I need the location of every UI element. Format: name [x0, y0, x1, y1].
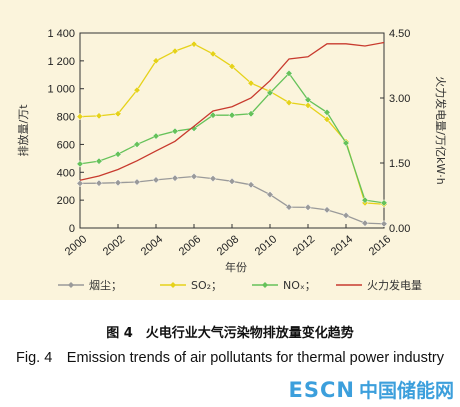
- series-point-0: [133, 178, 141, 186]
- series-point-1: [209, 50, 217, 58]
- y-left-tick-label: 1 000: [47, 84, 75, 96]
- series-point-0: [266, 191, 274, 199]
- figure-caption-english: Fig. 4 Emission trends of air pollutants…: [16, 350, 444, 366]
- y-left-tick-label: 400: [57, 167, 75, 179]
- series-point-1: [285, 99, 293, 107]
- series-point-0: [190, 172, 198, 181]
- y-left-tick-label: 200: [57, 195, 75, 207]
- series-point-0: [361, 219, 369, 227]
- series-point-0: [152, 176, 160, 184]
- series-point-0: [114, 179, 122, 187]
- x-tick-label: 2014: [329, 233, 355, 258]
- x-tick-label: 2012: [291, 233, 317, 258]
- series-point-2: [209, 111, 217, 119]
- series-point-2: [380, 199, 388, 207]
- series-point-1: [190, 40, 198, 48]
- x-tick-label: 2002: [101, 233, 127, 258]
- x-tick-label: 2010: [253, 233, 279, 258]
- watermark-escn-text: ESCN: [288, 377, 355, 402]
- y-right-tick-label: 1.50: [389, 158, 410, 170]
- y-right-tick-label: 0.00: [389, 223, 410, 235]
- x-axis-title: 年份: [225, 260, 247, 274]
- series-point-2: [361, 196, 369, 204]
- series-point-0: [247, 181, 255, 189]
- series-point-2: [228, 111, 236, 119]
- watermark-logo: ESCN 中国储能网: [289, 376, 454, 403]
- y-right-tick-label: 4.50: [389, 28, 410, 40]
- series-point-2: [323, 108, 331, 116]
- series-point-1: [247, 79, 255, 87]
- series-point-0: [380, 220, 388, 228]
- series-point-0: [171, 174, 179, 182]
- legend-label-1: SO₂；: [191, 279, 222, 292]
- series-point-1: [228, 62, 236, 70]
- series-point-0: [95, 179, 103, 187]
- watermark-cn-text: 中国储能网: [358, 380, 454, 402]
- series-point-2: [247, 110, 255, 118]
- x-tick-label: 2006: [177, 233, 203, 258]
- series-point-0: [342, 211, 350, 220]
- series-point-2: [285, 69, 293, 77]
- y-left-axis-title: 排放量/万t: [16, 104, 30, 157]
- x-tick-label: 2008: [215, 233, 241, 258]
- y-left-tick-label: 800: [57, 112, 75, 124]
- series-point-2: [95, 157, 103, 165]
- series-line-3: [79, 41, 385, 181]
- series-point-1: [304, 101, 312, 109]
- legend-marker-0: [68, 282, 74, 288]
- chart-panel: 0 200 400 600 800 1 000 1 200 1 400 0.00 1.50 3.00…: [0, 0, 460, 300]
- legend-label-2: NOₓ；: [283, 279, 316, 292]
- y-left-tick-label: 0: [69, 223, 75, 235]
- series-point-0: [228, 177, 236, 185]
- y-left-tick-label: 1 200: [47, 56, 75, 68]
- series-point-2: [76, 160, 84, 168]
- series-point-2: [114, 150, 122, 158]
- legend-marker-1: [170, 282, 176, 288]
- series-point-1: [171, 47, 179, 55]
- series-point-0: [323, 206, 331, 214]
- x-tick-label: 2016: [367, 233, 393, 258]
- series-point-1: [152, 57, 160, 65]
- x-tick-label: 2000: [63, 233, 89, 258]
- series-point-1: [133, 86, 141, 94]
- series-point-1: [76, 113, 84, 121]
- legend-marker-2: [262, 282, 268, 288]
- y-left-tick-label: 600: [57, 139, 75, 151]
- y-right-tick-label: 3.00: [389, 93, 410, 105]
- series-point-1: [95, 112, 103, 120]
- series-point-0: [209, 175, 217, 183]
- series-point-2: [304, 96, 312, 104]
- y-right-axis-title: 火力发电量/万亿kW·h: [434, 76, 448, 184]
- series-point-2: [152, 132, 160, 140]
- series-point-2: [266, 89, 274, 97]
- series-point-2: [342, 139, 350, 147]
- series-point-2: [133, 140, 141, 148]
- series-point-0: [76, 179, 84, 187]
- legend-label-0: 烟尘；: [89, 278, 122, 292]
- series-point-2: [171, 127, 179, 135]
- series-point-0: [304, 203, 312, 211]
- series-point-1: [323, 115, 331, 123]
- x-tick-label: 2004: [139, 233, 165, 258]
- line-chart: 0 200 400 600 800 1 000 1 200 1 400 0.00 1.50 3.00…: [16, 28, 448, 292]
- figure-caption-chinese: 图 4 火电行业大气污染物排放量变化趋势: [106, 326, 354, 341]
- series-point-0: [285, 203, 293, 211]
- legend-label-3: 火力发电量: [367, 278, 422, 292]
- series-point-1: [114, 110, 122, 118]
- y-left-tick-label: 1 400: [47, 28, 75, 40]
